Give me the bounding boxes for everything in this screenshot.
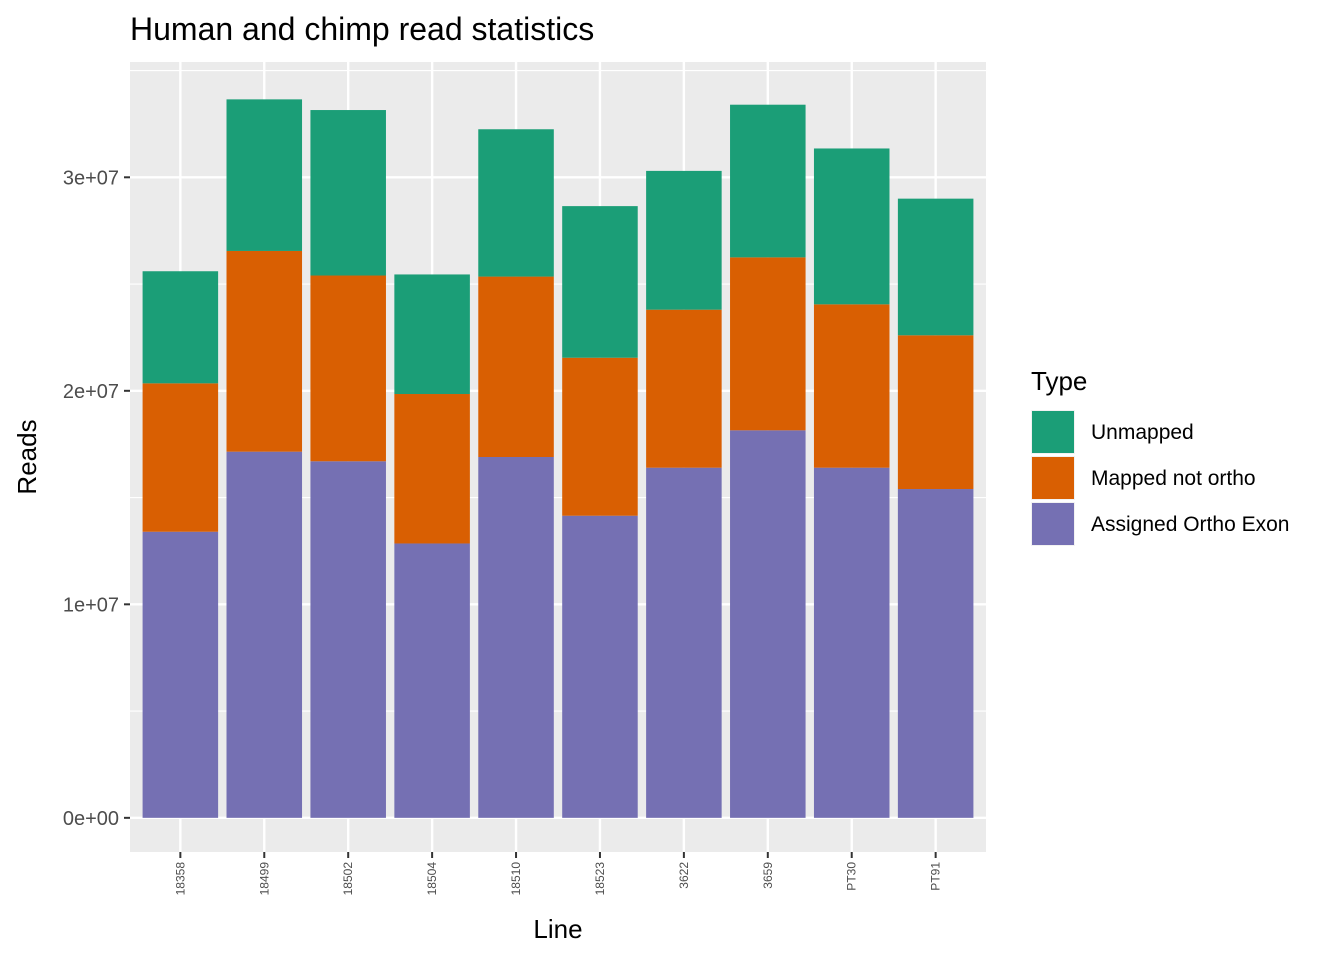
bar-mapped-not-ortho [730,257,806,431]
x-tick-label: 18358 [173,862,187,896]
bar-assigned-ortho-exon [646,467,722,818]
bar-unmapped [646,170,722,310]
bar-assigned-ortho-exon [562,515,638,818]
bar-mapped-not-ortho [226,250,303,452]
bar-unmapped [226,99,303,251]
bar-unmapped [730,104,806,258]
bar-unmapped [897,198,974,336]
x-tick-label: 18510 [509,862,523,896]
bar-mapped-not-ortho [897,335,974,490]
x-tick-label: 3659 [761,862,775,889]
x-tick-label: 18504 [425,862,439,896]
legend-label-assigned-ortho-exon: Assigned Ortho Exon [1091,513,1289,536]
legend-label-mapped-not-ortho: Mapped not ortho [1091,467,1256,490]
y-tick-label: 1e+07 [63,594,119,616]
bar-unmapped [394,274,470,395]
bar-assigned-ortho-exon [394,543,470,818]
legend-label-unmapped: Unmapped [1091,421,1194,444]
legend-key-mapped-not-ortho [1032,457,1074,499]
bar-unmapped [562,206,638,358]
chart-title: Human and chimp read statistics [130,11,594,47]
y-axis: 0e+00 1e+07 2e+07 3e+07 [63,167,130,830]
bar-mapped-not-ortho [142,383,219,532]
bar-assigned-ortho-exon [478,457,554,818]
y-tick-label: 3e+07 [63,167,119,189]
x-axis-title: Line [533,914,582,944]
bar-unmapped [478,129,554,277]
legend-key-assigned-ortho-exon [1032,503,1074,545]
bar-mapped-not-ortho [646,309,722,468]
bar-assigned-ortho-exon [813,467,890,818]
x-tick-label: 18523 [593,862,607,896]
y-axis-title: Reads [12,419,42,494]
legend-key-unmapped [1032,411,1074,453]
y-tick-label: 2e+07 [63,381,119,403]
x-tick-label: 18499 [257,862,271,896]
bar-unmapped [310,110,386,276]
bar-assigned-ortho-exon [897,489,974,818]
bar-mapped-not-ortho [562,357,638,516]
bar-mapped-not-ortho [394,394,470,544]
legend: Type Unmapped Mapped not ortho Assigned Or… [1031,366,1289,546]
bar-unmapped [813,148,890,305]
bar-assigned-ortho-exon [142,531,219,818]
bar-assigned-ortho-exon [730,430,806,818]
bar-assigned-ortho-exon [310,461,386,818]
y-tick-label: 0e+00 [63,808,119,830]
x-tick-label: 3622 [677,862,691,889]
bar-mapped-not-ortho [478,276,554,457]
x-tick-label: 18502 [341,862,355,896]
legend-title: Type [1031,366,1087,396]
bar-assigned-ortho-exon [226,451,303,818]
bar-mapped-not-ortho [813,304,890,468]
bars [142,99,974,818]
bar-mapped-not-ortho [310,275,386,462]
bar-unmapped [142,271,219,384]
x-axis: 18358 18499 18502 18504 18510 18523 3622 3659 PT… [173,852,943,896]
x-tick-label: PT91 [929,862,943,891]
x-tick-label: PT30 [845,862,859,891]
